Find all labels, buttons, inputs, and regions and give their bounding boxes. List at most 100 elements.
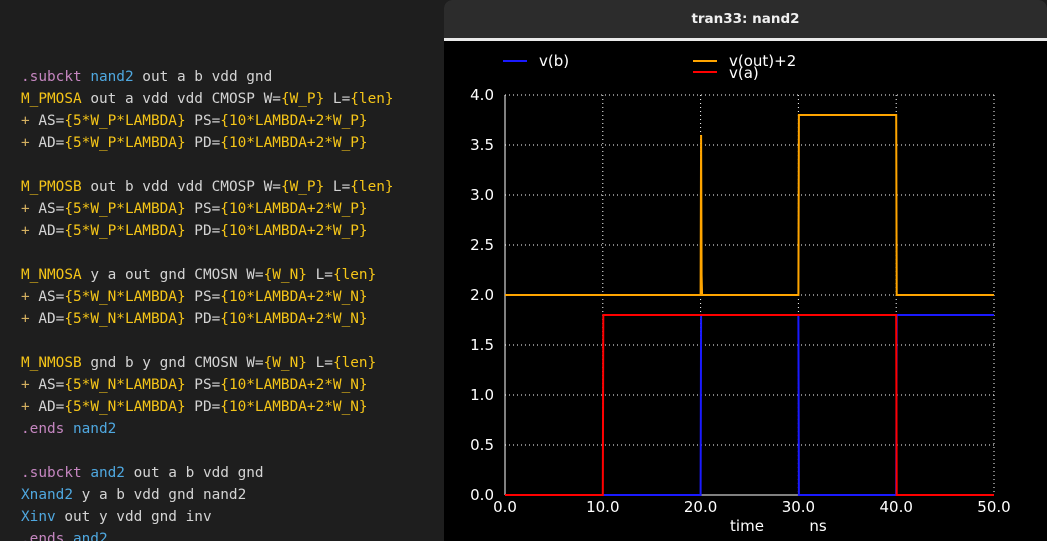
code-line: M_NMOSB gnd b y gnd CMOSN W={W_N} L={len… <box>21 352 376 374</box>
code-token: out y vdd gnd inv <box>55 509 212 525</box>
y-tick-label: 2.0 <box>470 286 494 304</box>
code-token: AS= <box>29 201 65 217</box>
code-token: PD= <box>185 223 221 239</box>
code-line: + AS={5*W_N*LAMBDA} PS={10*LAMBDA+2*W_N} <box>21 374 368 396</box>
code-line: + AS={5*W_N*LAMBDA} PS={10*LAMBDA+2*W_N} <box>21 286 368 308</box>
code-token: M_NMOSA <box>21 267 82 283</box>
code-line: .subckt and2 out a b vdd gnd <box>21 462 264 484</box>
code-token: L= <box>324 91 351 107</box>
code-token: PS= <box>185 201 221 217</box>
x-tick-label: 40.0 <box>879 498 912 516</box>
y-tick-label: 3.0 <box>470 186 494 204</box>
code-token: {W_P} <box>280 179 325 195</box>
y-tick-label: 0.0 <box>470 486 494 504</box>
y-tick-label: 0.5 <box>470 436 494 454</box>
code-token: out a b vdd gnd <box>133 69 273 85</box>
code-line: M_PMOSA out a vdd vdd CMOSP W={W_P} L={l… <box>21 88 394 110</box>
code-token: L= <box>324 179 351 195</box>
legend-label: v(out)+2 <box>729 52 796 70</box>
plot-window: tran33: nand2 0.0 0.5 1.0 1.5 2.0 2.5 3.0 3.5 4.… <box>444 0 1047 541</box>
code-token: + <box>21 223 30 239</box>
code-token: Xnand2 <box>21 487 73 503</box>
code-token: {len} <box>350 179 394 195</box>
y-tick-label: 1.0 <box>470 386 494 404</box>
code-editor[interactable]: .subckt nand2 out a b vdd gnd M_PMOSA out… <box>0 0 446 541</box>
code-token: gnd b y gnd CMOSN W= <box>81 355 264 371</box>
code-token: + <box>21 399 30 415</box>
code-token: L= <box>306 267 333 283</box>
y-tick-label: 2.5 <box>470 236 494 254</box>
code-token: {10*LAMBDA+2*W_P} <box>220 223 368 239</box>
code-line: .ends and2 <box>21 528 108 541</box>
code-token: PD= <box>185 135 221 151</box>
code-token: {10*LAMBDA+2*W_P} <box>220 135 368 151</box>
series-line-2 <box>505 314 994 496</box>
code-token: + <box>21 135 30 151</box>
code-token: AD= <box>29 135 65 151</box>
x-axis-unit: ns <box>809 517 827 535</box>
code-token: {5*W_P*LAMBDA} <box>64 113 186 129</box>
code-token: M_PMOSB <box>21 179 82 195</box>
code-line: .ends nand2 <box>21 418 116 440</box>
code-token: Xinv <box>21 509 56 525</box>
y-tick-label: 3.5 <box>470 136 494 154</box>
window-title: tran33: nand2 <box>691 11 800 27</box>
code-token: PD= <box>185 399 221 415</box>
code-token: {10*LAMBDA+2*W_P} <box>220 201 368 217</box>
code-token: {5*W_P*LAMBDA} <box>64 223 186 239</box>
code-token: PS= <box>185 289 221 305</box>
code-token: y a out gnd CMOSN W= <box>81 267 264 283</box>
code-line: .subckt nand2 out a b vdd gnd <box>21 66 272 88</box>
x-tick-label: 50.0 <box>977 498 1010 516</box>
code-token: and2 <box>90 465 125 481</box>
code-token: out b vdd vdd CMOSP W= <box>81 179 281 195</box>
code-token: M_NMOSB <box>21 355 82 371</box>
code-line: M_PMOSB out b vdd vdd CMOSP W={W_P} L={l… <box>21 176 394 198</box>
code-token: AD= <box>29 223 65 239</box>
code-token: M_PMOSA <box>21 91 82 107</box>
code-token: nand2 <box>90 69 134 85</box>
series-line-0 <box>505 314 994 496</box>
code-token: {5*W_N*LAMBDA} <box>64 289 186 305</box>
code-token: AS= <box>29 113 65 129</box>
series-line-1 <box>505 114 994 296</box>
code-token: {5*W_N*LAMBDA} <box>64 377 186 393</box>
code-token: .subckt <box>21 69 91 85</box>
x-tick-label: 30.0 <box>782 498 815 516</box>
code-line: + AD={5*W_N*LAMBDA} PD={10*LAMBDA+2*W_N} <box>21 308 368 330</box>
code-token: {5*W_P*LAMBDA} <box>64 135 186 151</box>
code-token: PS= <box>185 113 221 129</box>
code-token: out a b vdd gnd <box>124 465 264 481</box>
code-line: Xnand2 y a b vdd gnd nand2 <box>21 484 246 506</box>
code-token: and2 <box>72 531 108 541</box>
code-token: {W_N} <box>263 355 307 371</box>
plot-top-border <box>444 38 1047 41</box>
code-token: AD= <box>29 311 65 327</box>
code-token: {10*LAMBDA+2*W_P} <box>220 113 368 129</box>
code-line: M_NMOSA y a out gnd CMOSN W={W_N} L={len… <box>21 264 376 286</box>
code-line: + AD={5*W_N*LAMBDA} PD={10*LAMBDA+2*W_N} <box>21 396 368 418</box>
code-line: Xinv out y vdd gnd inv <box>21 506 212 528</box>
code-token: {len} <box>332 267 377 283</box>
code-token: nand2 <box>72 421 117 437</box>
code-token: {len} <box>350 91 394 107</box>
code-token: out a vdd vdd CMOSP W= <box>81 91 281 107</box>
code-token: AS= <box>29 289 65 305</box>
code-token: + <box>21 289 30 305</box>
code-line: + AD={5*W_P*LAMBDA} PD={10*LAMBDA+2*W_P} <box>21 132 368 154</box>
code-line: + AD={5*W_P*LAMBDA} PD={10*LAMBDA+2*W_P} <box>21 220 368 242</box>
x-tick-label: 20.0 <box>684 498 717 516</box>
code-token: {5*W_P*LAMBDA} <box>64 201 186 217</box>
code-token: AS= <box>29 377 65 393</box>
code-token: .ends <box>21 531 73 541</box>
code-token: {len} <box>332 355 377 371</box>
code-token: PS= <box>185 377 221 393</box>
code-token: {10*LAMBDA+2*W_N} <box>220 311 368 327</box>
code-token: + <box>21 201 30 217</box>
x-tick-label: 10.0 <box>586 498 619 516</box>
code-token: .ends <box>21 421 73 437</box>
legend-label: v(b) <box>539 52 569 70</box>
y-tick-label: 1.5 <box>470 336 494 354</box>
code-token: + <box>21 311 30 327</box>
code-token: {5*W_N*LAMBDA} <box>64 399 186 415</box>
